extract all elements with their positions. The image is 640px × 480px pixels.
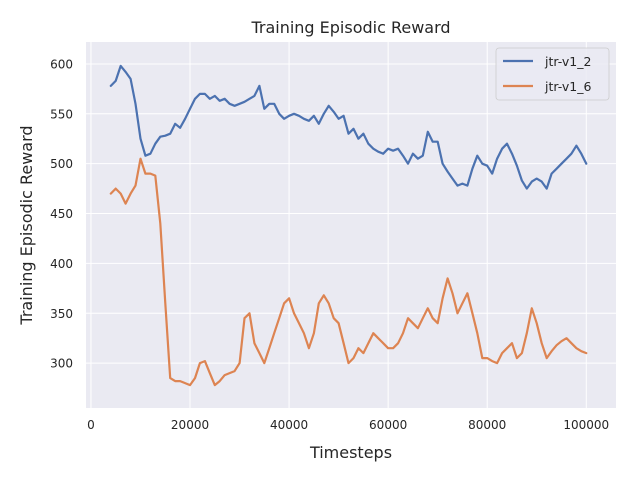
chart-title: Training Episodic Reward <box>250 18 450 37</box>
series-lines <box>109 64 588 387</box>
y-tick-labels: 300 350 400 450 500 550 600 <box>50 57 73 370</box>
y-tick-label: 600 <box>50 57 73 71</box>
legend: jtr-v1_2 jtr-v1_6 <box>495 47 610 101</box>
x-tick-label: 0 <box>87 418 95 432</box>
x-tick-labels: 0 20000 40000 60000 80000 100000 <box>87 418 609 432</box>
x-tick-label: 40000 <box>270 418 308 432</box>
plot-area <box>86 42 616 408</box>
y-tick-label: 300 <box>50 357 73 371</box>
series-line-jtr-v1-2 <box>109 64 588 190</box>
x-tick-label: 80000 <box>468 418 506 432</box>
x-axis-label: Timesteps <box>309 443 392 462</box>
y-tick-label: 450 <box>50 207 73 221</box>
x-tick-label: 20000 <box>171 418 209 432</box>
y-tick-label: 500 <box>50 157 73 171</box>
x-tick-label: 100000 <box>563 418 609 432</box>
legend-label-jtr-v1-6: jtr-v1_6 <box>544 79 591 94</box>
y-tick-label: 350 <box>50 307 73 321</box>
gridlines <box>86 42 616 408</box>
x-tick-label: 60000 <box>369 418 407 432</box>
legend-label-jtr-v1-2: jtr-v1_2 <box>544 54 591 69</box>
y-tick-label: 550 <box>50 107 73 121</box>
y-axis-label: Training Episodic Reward <box>17 125 36 325</box>
y-tick-label: 400 <box>50 257 73 271</box>
series-line-jtr-v1-6 <box>109 157 588 387</box>
